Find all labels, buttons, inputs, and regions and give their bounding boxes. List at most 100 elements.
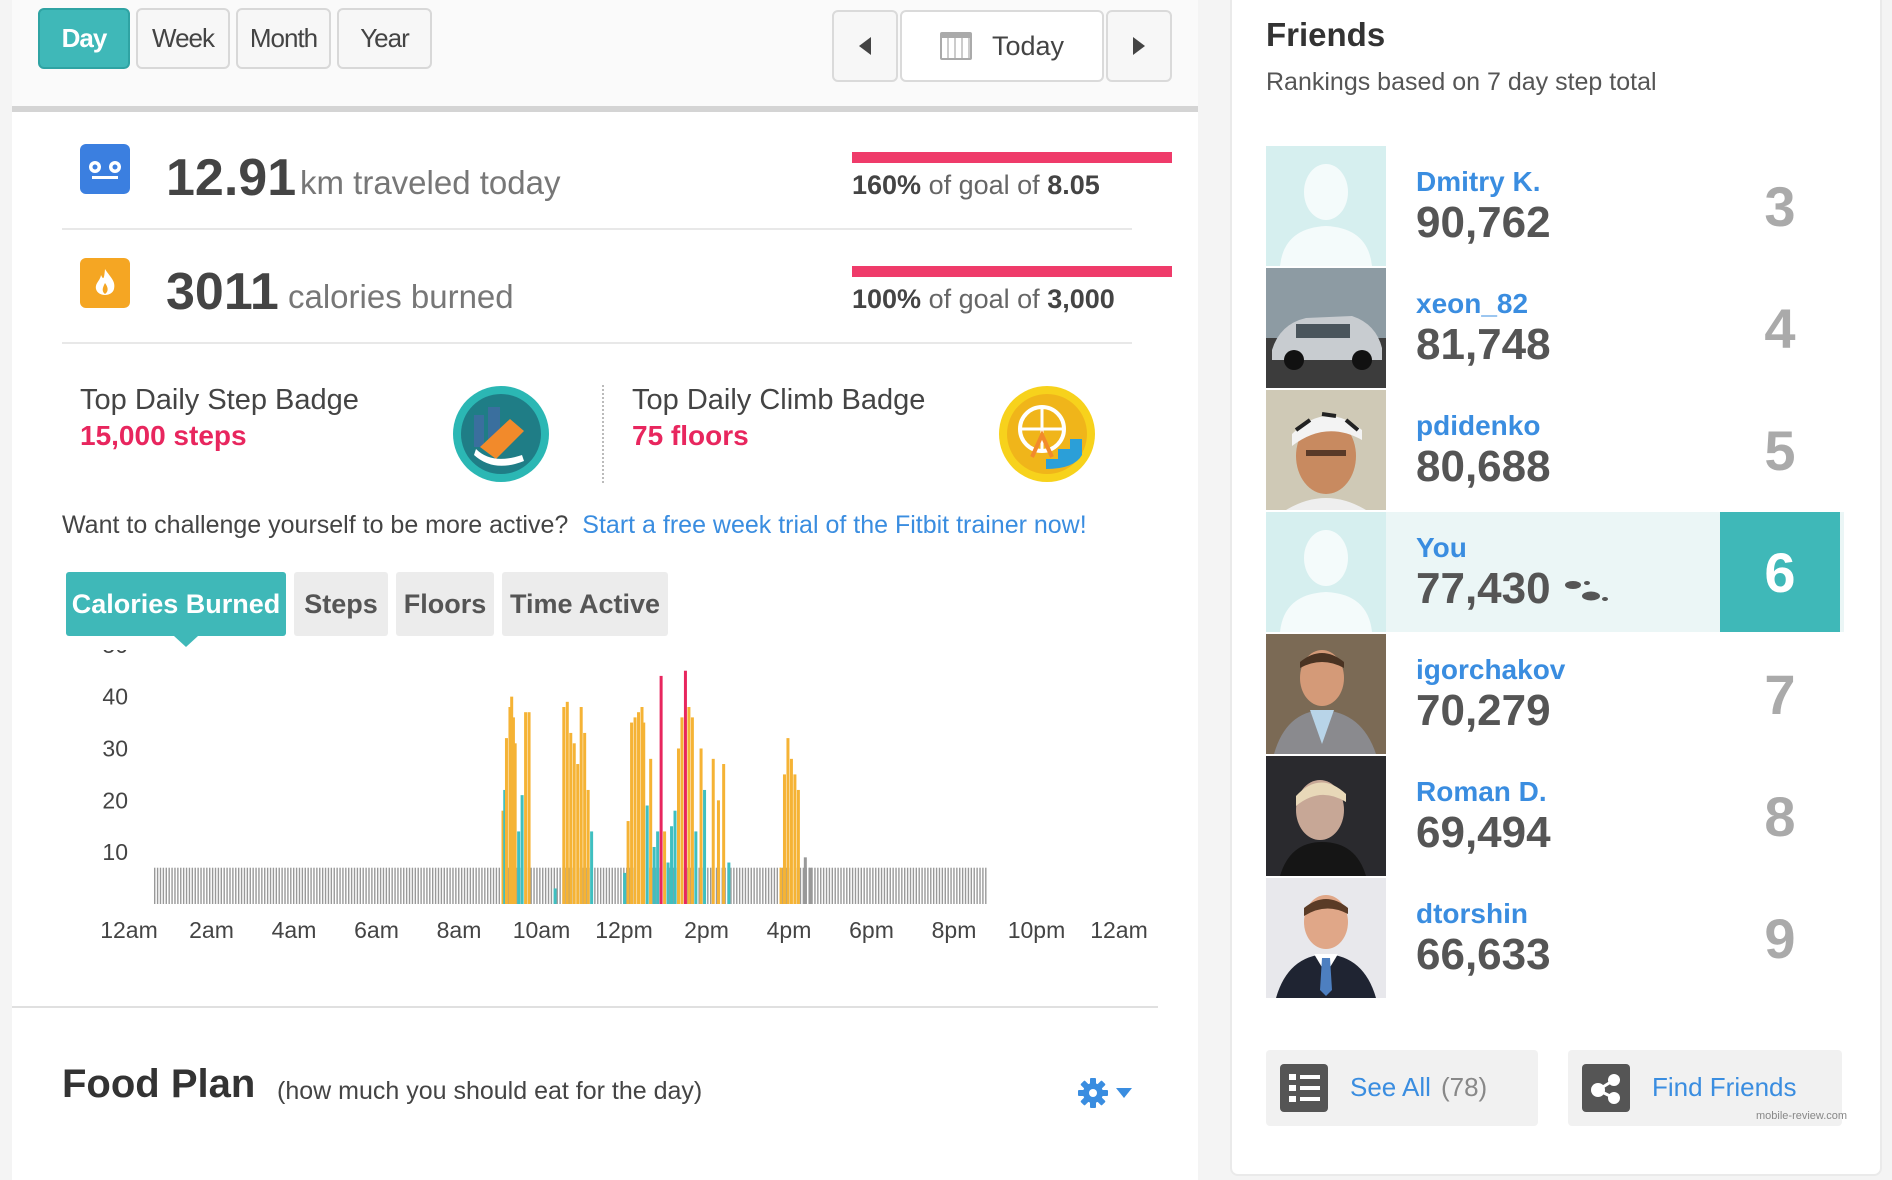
avatar[interactable] xyxy=(1266,268,1386,388)
chart-tab-time-active[interactable]: Time Active xyxy=(502,572,668,636)
activity-bar[interactable] xyxy=(513,743,517,904)
activity-bar[interactable] xyxy=(524,712,528,904)
activity-bar[interactable] xyxy=(809,867,813,904)
activity-bar[interactable] xyxy=(663,831,667,904)
activity-bar[interactable] xyxy=(569,732,573,904)
activity-bar[interactable] xyxy=(703,789,707,904)
step-badge-icon[interactable] xyxy=(452,385,550,483)
activity-bar[interactable] xyxy=(630,722,634,904)
activity-bar[interactable] xyxy=(652,846,656,904)
people-network-icon xyxy=(1582,1064,1630,1112)
friend-name[interactable]: Dmitry K. xyxy=(1416,166,1541,197)
activity-bar[interactable] xyxy=(659,675,663,904)
activity-bar[interactable] xyxy=(583,732,587,904)
activity-bar[interactable] xyxy=(503,789,507,904)
tab-month[interactable]: Month xyxy=(236,8,331,69)
find-friends-button[interactable]: Find Friends xyxy=(1568,1050,1842,1126)
activity-bar[interactable] xyxy=(623,872,627,904)
chart-tab-floors[interactable]: Floors xyxy=(396,572,494,636)
activity-bar[interactable] xyxy=(666,862,670,904)
activity-bar[interactable] xyxy=(511,717,515,904)
activity-bar[interactable] xyxy=(722,764,726,904)
friend-row[interactable]: xeon_82 81,748 4 xyxy=(1266,268,1844,388)
baseline-bar xyxy=(776,867,779,904)
activity-bar[interactable] xyxy=(789,758,793,904)
activity-bar[interactable] xyxy=(649,758,653,904)
tab-week[interactable]: Week xyxy=(136,8,230,69)
activity-bar[interactable] xyxy=(517,831,521,904)
activity-bar[interactable] xyxy=(680,717,684,904)
friend-name[interactable]: dtorshin xyxy=(1416,898,1528,929)
friend-row[interactable]: You 77,430 6 xyxy=(1266,512,1844,632)
activity-bar[interactable] xyxy=(645,805,649,904)
friend-row[interactable]: Roman D. 69,494 8 xyxy=(1266,756,1844,876)
activity-bar[interactable] xyxy=(673,810,677,904)
activity-bar[interactable] xyxy=(508,707,512,904)
trainer-trial-link[interactable]: Start a free week trial of the Fitbit tr… xyxy=(582,511,1087,539)
activity-bar[interactable] xyxy=(687,707,691,904)
activity-bar[interactable] xyxy=(579,707,583,904)
prev-day-button[interactable] xyxy=(832,10,898,82)
activity-bar[interactable] xyxy=(727,862,731,904)
activity-bar[interactable] xyxy=(590,831,594,904)
friend-row[interactable]: Dmitry K. 90,762 3 xyxy=(1266,146,1844,266)
activity-bar[interactable] xyxy=(803,857,807,904)
activity-bar[interactable] xyxy=(640,707,644,904)
avatar[interactable] xyxy=(1266,146,1386,266)
activity-bar[interactable] xyxy=(786,738,790,904)
next-day-button[interactable] xyxy=(1106,10,1172,82)
activity-bar[interactable] xyxy=(501,810,505,904)
activity-bar[interactable] xyxy=(586,789,590,904)
friend-row[interactable]: pdidenko 80,688 5 xyxy=(1266,390,1844,510)
chart-tab-calories[interactable]: Calories Burned xyxy=(66,572,286,636)
see-all-button[interactable]: See All (78) xyxy=(1266,1050,1538,1126)
activity-bar[interactable] xyxy=(510,696,514,904)
friend-row[interactable]: dtorshin 66,633 9 xyxy=(1266,878,1844,998)
activity-bar[interactable] xyxy=(782,774,786,904)
friend-name[interactable]: pdidenko xyxy=(1416,410,1541,441)
activity-bar[interactable] xyxy=(576,764,580,904)
activity-bar[interactable] xyxy=(633,717,637,904)
friend-name[interactable]: xeon_82 xyxy=(1416,288,1529,319)
avatar[interactable] xyxy=(1266,512,1386,632)
baseline-bar xyxy=(374,867,376,904)
activity-bar[interactable] xyxy=(779,867,783,904)
activity-bar[interactable] xyxy=(711,758,715,904)
today-label: Today xyxy=(991,30,1065,61)
activity-bar[interactable] xyxy=(793,774,797,904)
activity-bar[interactable] xyxy=(626,821,630,904)
activity-bar[interactable] xyxy=(642,722,646,904)
activity-bar[interactable] xyxy=(527,712,531,904)
avatar[interactable] xyxy=(1266,390,1386,510)
activity-bar[interactable] xyxy=(683,670,687,904)
today-button[interactable]: Today xyxy=(900,10,1104,82)
avatar[interactable] xyxy=(1266,878,1386,998)
activity-bar[interactable] xyxy=(520,795,524,904)
baseline-bar xyxy=(556,867,558,904)
activity-bar[interactable] xyxy=(656,831,660,904)
baseline-bar xyxy=(240,867,243,904)
activity-bar[interactable] xyxy=(694,831,698,904)
food-settings-button[interactable] xyxy=(1078,1078,1136,1108)
activity-bar[interactable] xyxy=(670,826,674,904)
activity-bar[interactable] xyxy=(562,707,566,904)
activity-bar[interactable] xyxy=(572,743,576,904)
activity-bar[interactable] xyxy=(796,789,800,904)
friend-name[interactable]: Roman D. xyxy=(1416,776,1547,807)
activity-bar[interactable] xyxy=(690,717,694,904)
activity-bar[interactable] xyxy=(553,888,557,904)
activity-bar[interactable] xyxy=(716,800,720,904)
friend-name[interactable]: igorchakov xyxy=(1416,654,1566,685)
tab-day[interactable]: Day xyxy=(38,8,130,69)
climb-badge-icon[interactable] xyxy=(998,385,1096,483)
friend-row[interactable]: igorchakov 70,279 7 xyxy=(1266,634,1844,754)
activity-bar[interactable] xyxy=(676,748,680,904)
activity-bar[interactable] xyxy=(565,701,569,904)
activity-bar[interactable] xyxy=(699,748,703,904)
avatar[interactable] xyxy=(1266,756,1386,876)
activity-bar[interactable] xyxy=(504,738,508,904)
tab-year[interactable]: Year xyxy=(337,8,432,69)
chart-tab-steps[interactable]: Steps xyxy=(294,572,388,636)
activity-bar[interactable] xyxy=(637,712,641,904)
avatar[interactable] xyxy=(1266,634,1386,754)
